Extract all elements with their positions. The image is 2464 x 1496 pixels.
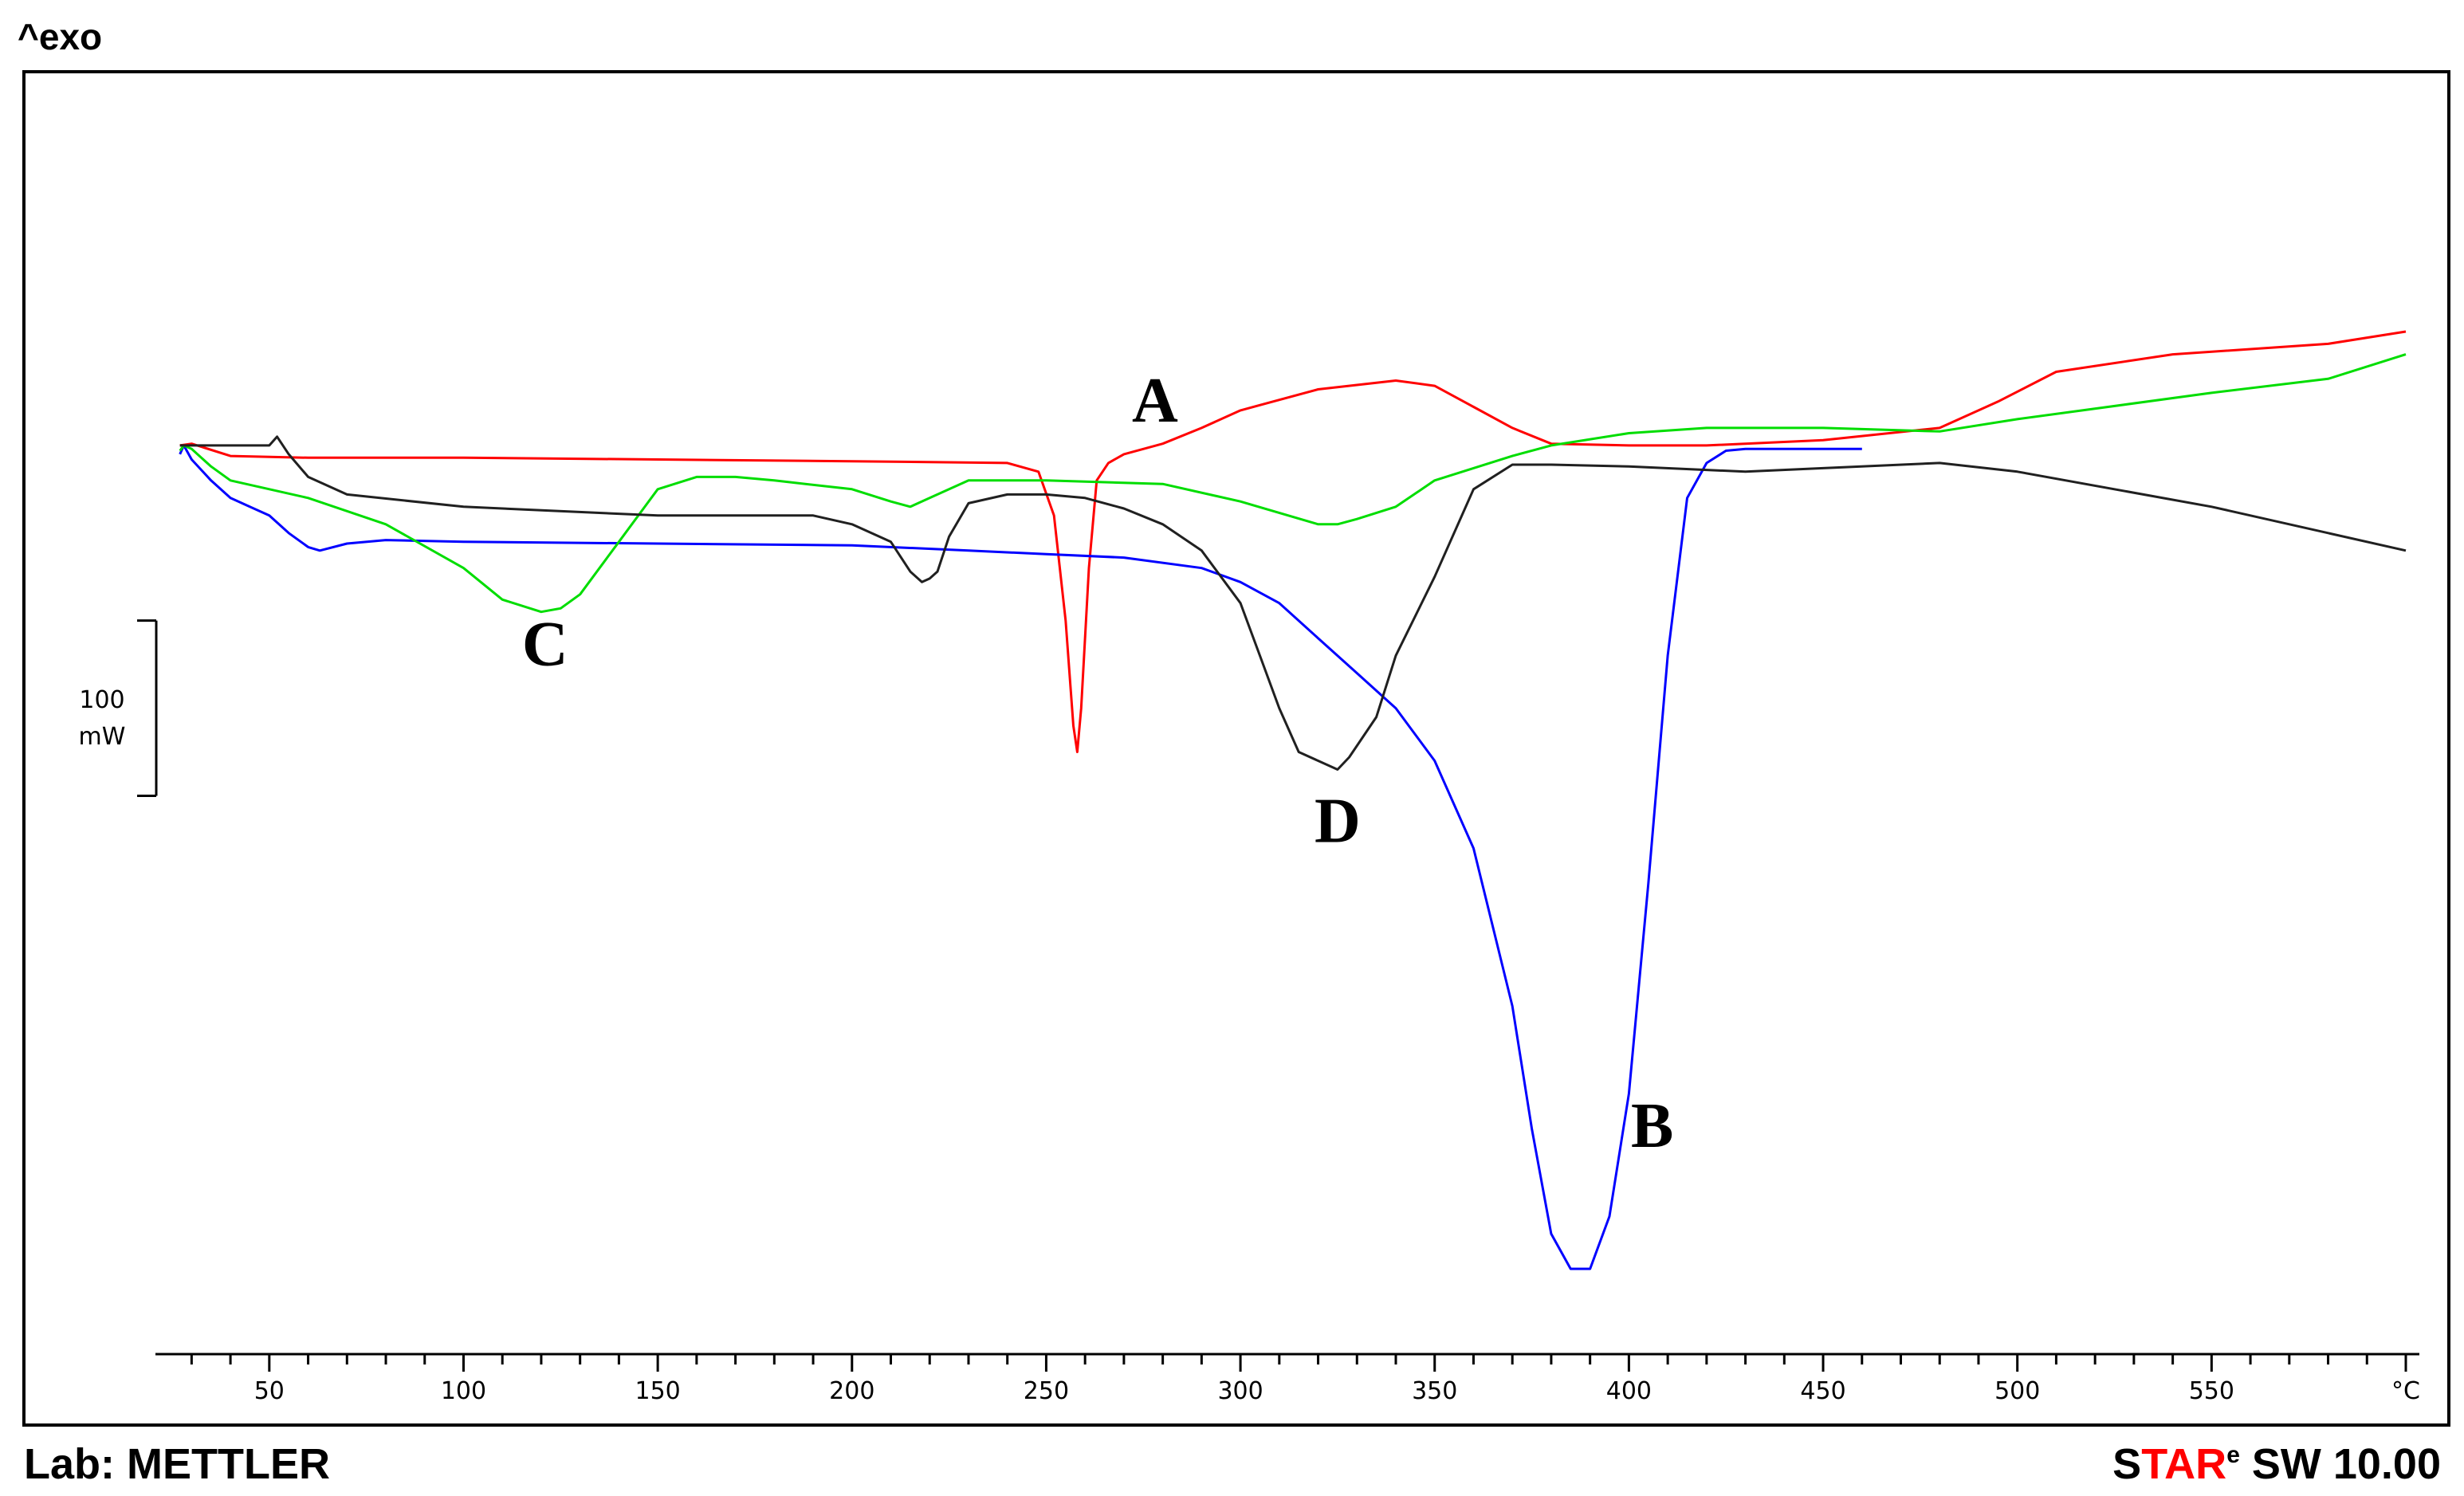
scale-bar <box>137 619 158 797</box>
x-unit-label: °C <box>2391 1377 2420 1405</box>
plot-frame <box>22 70 2450 1427</box>
curve-label-A: A <box>1132 366 1178 436</box>
software-label: STARe SW 10.00 <box>2112 1440 2441 1488</box>
x-tick-label: 500 <box>1994 1377 2040 1405</box>
x-tick-label: 350 <box>1412 1377 1457 1405</box>
software-tar: TAR <box>2141 1440 2226 1488</box>
curve-B <box>179 444 1862 1270</box>
curve-label-B: B <box>1631 1091 1673 1161</box>
software-e: e <box>2226 1442 2240 1468</box>
exo-label: ^exo <box>18 16 102 57</box>
x-tick-label: 550 <box>2189 1377 2234 1405</box>
curve-labels: A B C D <box>522 366 1673 1161</box>
curve-label-C: C <box>522 609 568 679</box>
curve-label-D: D <box>1315 786 1361 856</box>
x-tick-label: 50 <box>254 1377 285 1405</box>
x-axis: 50 100 150 200 250 300 350 400 450 500 550 °C <box>155 1353 2420 1405</box>
scale-bar-value: 100 <box>79 686 124 714</box>
x-tick-label: 400 <box>1606 1377 1652 1405</box>
x-tick-label: 100 <box>441 1377 486 1405</box>
software-s: S <box>2112 1440 2141 1488</box>
curve-D <box>179 435 2407 771</box>
scale-bar-unit: mW <box>79 723 126 751</box>
x-tick-label: 300 <box>1217 1377 1263 1405</box>
software-version: SW 10.00 <box>2240 1440 2441 1488</box>
x-tick-label: 150 <box>635 1377 680 1405</box>
x-tick-label: 250 <box>1024 1377 1069 1405</box>
lab-label: Lab: METTLER <box>24 1440 330 1488</box>
curve-A <box>179 330 2407 753</box>
curves <box>179 330 2407 1270</box>
curve-C <box>179 353 2407 614</box>
x-tick-label: 200 <box>829 1377 874 1405</box>
x-tick-label: 450 <box>1800 1377 1845 1405</box>
